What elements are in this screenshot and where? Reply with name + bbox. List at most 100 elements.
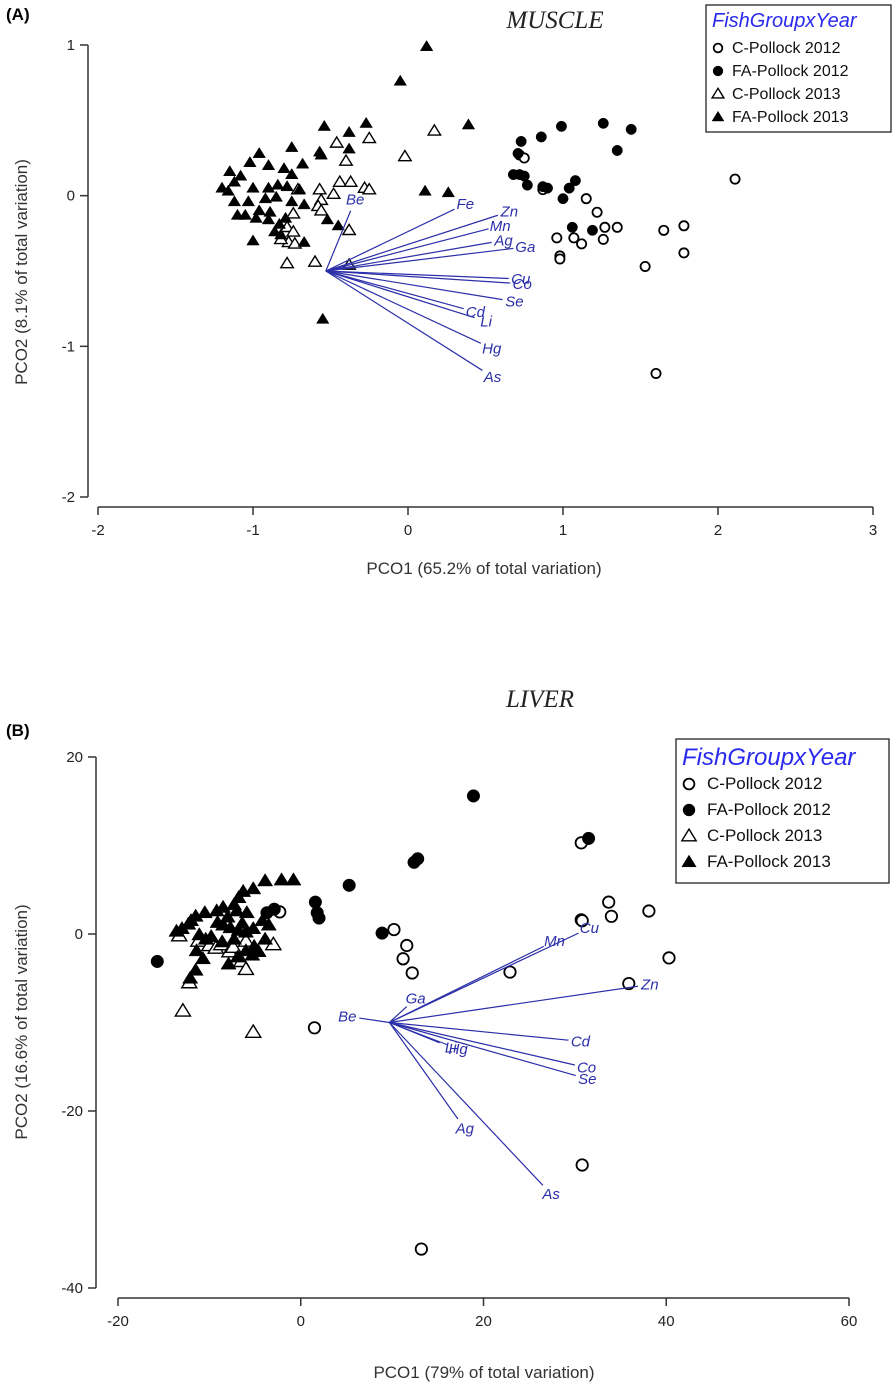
muscle-data-point (576, 238, 588, 250)
muscle-data-point (535, 131, 547, 143)
muscle-data-point (419, 40, 434, 51)
liver-data-point (582, 831, 596, 845)
liver-data-point (226, 931, 243, 945)
muscle-x-tick-label: -1 (246, 522, 259, 539)
liver-vector-as (388, 1022, 544, 1186)
liver-data-point (400, 938, 414, 953)
liver-vector-co (389, 1021, 576, 1066)
muscle-data-point (611, 221, 623, 233)
muscle-vector-label-mn: Mn (490, 218, 511, 235)
liver-x-tick-label: 40 (658, 1313, 675, 1330)
liver-data-point (662, 951, 676, 965)
muscle-data-point (441, 186, 455, 198)
muscle-data-point (252, 147, 266, 158)
liver-vector-label-li: Li (445, 1039, 457, 1056)
muscle-x-tick-label: -2 (91, 522, 104, 539)
muscle-legend-marker (710, 86, 726, 99)
muscle-legend-marker (711, 110, 725, 122)
muscle-x-axis-label: PCO1 (65.2% of total variation) (366, 559, 601, 578)
muscle-data-point (678, 247, 690, 259)
muscle-data-point (591, 206, 603, 218)
liver-vector-label-mn: Mn (544, 933, 565, 950)
muscle-data-point (359, 116, 373, 128)
liver-data-point (622, 976, 636, 991)
muscle-data-point (238, 208, 252, 220)
muscle-data-point (307, 254, 323, 267)
liver-y-tick-label: -20 (61, 1103, 83, 1120)
liver-series-fa-pollock-2013 (168, 872, 302, 984)
muscle-vector-ga (325, 247, 514, 272)
muscle-vector-as (325, 270, 483, 371)
muscle-legend-item: C-Pollock 2012 (732, 40, 841, 57)
muscle-vector-se (325, 270, 503, 301)
muscle-y-tick-label: -1 (62, 338, 75, 355)
liver-data-point (312, 911, 326, 925)
liver-y-tick-label: 20 (66, 749, 83, 766)
muscle-x-tick-label: 2 (714, 522, 722, 539)
muscle-data-point (312, 182, 328, 195)
muscle-vector-label-se: Se (505, 294, 523, 311)
panel-liver: (B) LIVER PCO1 (79% of total variation) … (6, 686, 890, 1382)
liver-vector-label-ag: Ag (455, 1121, 475, 1138)
liver-vector-ga (388, 1006, 408, 1023)
liver-title: LIVER (505, 686, 574, 713)
muscle-data-point (566, 221, 578, 233)
liver-data-point (267, 902, 281, 916)
muscle-data-point (332, 174, 348, 187)
panel-a-label: (A) (6, 5, 30, 24)
muscle-data-point (393, 74, 407, 86)
liver-data-point (575, 914, 589, 928)
muscle-data-point (343, 174, 359, 187)
muscle-legend-title: FishGroupxYear (712, 10, 858, 32)
muscle-vector-li (325, 270, 475, 319)
muscle-title: MUSCLE (505, 7, 603, 34)
muscle-vector-label-as: As (483, 369, 502, 386)
muscle-data-point (297, 235, 311, 247)
liver-data-point (414, 1242, 428, 1256)
liver-data-point (503, 965, 517, 979)
liver-vector-ag (388, 1022, 459, 1120)
muscle-data-point (252, 204, 266, 216)
muscle-vector-label-hg: Hg (482, 340, 502, 357)
muscle-vector-label-zn: Zn (500, 204, 519, 221)
muscle-data-point (512, 148, 524, 159)
liver-data-point (229, 949, 246, 963)
liver-data-point (234, 915, 251, 929)
muscle-vector-mn (325, 228, 489, 272)
liver-vector-label-ga: Ga (406, 990, 426, 1007)
muscle-data-point (338, 153, 354, 166)
liver-data-point (237, 960, 255, 976)
liver-vector-label-cu: Cu (580, 920, 600, 937)
liver-data-point (375, 926, 389, 940)
liver-data-point (194, 951, 211, 965)
muscle-data-point (249, 211, 263, 223)
liver-data-point (174, 1002, 192, 1017)
muscle-data-point (297, 198, 311, 210)
muscle-vector-cd (325, 270, 464, 310)
muscle-vector-be (325, 210, 352, 272)
muscle-data-point (285, 168, 299, 180)
muscle-data-point (263, 205, 277, 217)
liver-vector-hg (389, 1021, 448, 1046)
muscle-x-tick-label: 0 (404, 522, 412, 539)
liver-data-point (214, 934, 231, 948)
liver-legend-marker (681, 854, 697, 868)
liver-x-tick-label: -20 (107, 1313, 129, 1330)
muscle-data-point (295, 157, 310, 169)
muscle-vector-label-li: Li (480, 313, 492, 330)
liver-data-point (203, 928, 220, 942)
liver-data-point (466, 789, 480, 803)
muscle-data-point (569, 175, 581, 187)
liver-x-tick-label: 0 (297, 1313, 305, 1330)
liver-data-point (246, 938, 263, 952)
muscle-data-point (287, 236, 303, 249)
liver-data-point (245, 881, 262, 895)
muscle-legend-box (705, 4, 892, 133)
muscle-legend-marker (712, 42, 724, 54)
liver-legend-marker (680, 827, 698, 842)
muscle-data-point (241, 195, 256, 207)
liver-vector-label-se: Se (578, 1071, 596, 1088)
liver-data-point (222, 920, 239, 934)
liver-data-point (602, 895, 616, 909)
liver-data-point (257, 931, 274, 945)
